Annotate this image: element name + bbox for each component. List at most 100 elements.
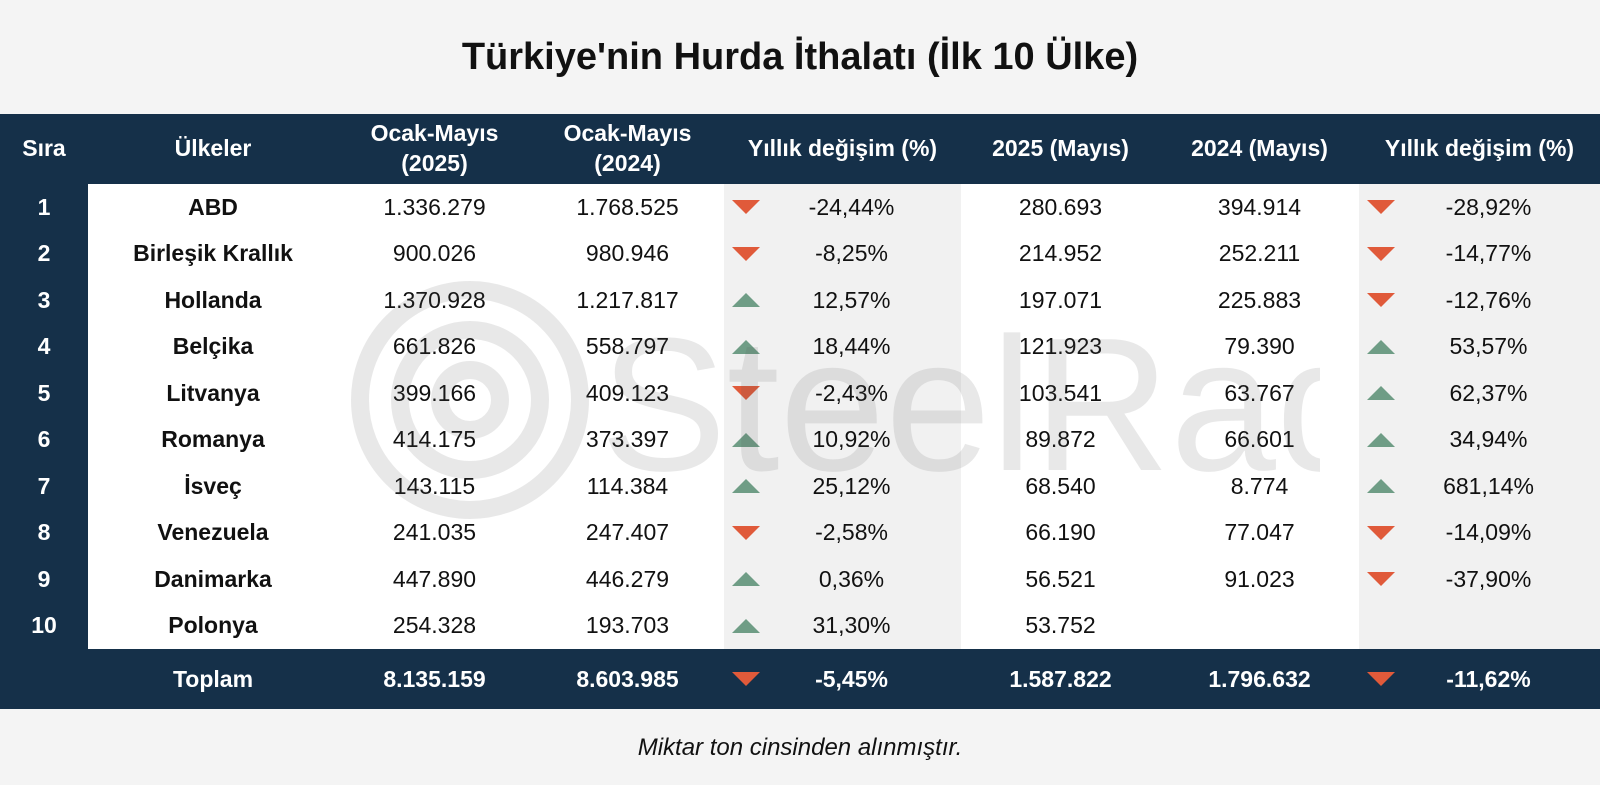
change-value: -14,09% xyxy=(1445,519,1532,546)
may-2025-cell: 197.071 xyxy=(961,277,1160,324)
ytd-2024-cell: 446.279 xyxy=(531,556,724,603)
ytd-change-cell: 18,44% xyxy=(724,323,961,370)
change-value: -12,76% xyxy=(1445,286,1532,313)
table-row: 10 Polonya 254.328 193.703 31,30% 53.752 xyxy=(0,602,1600,649)
ytd-change-cell: -2,58% xyxy=(724,509,961,556)
total-may-change: -11,62% xyxy=(1359,649,1600,709)
table-row: 5 Litvanya 399.166 409.123 -2,43% 103.541 63.7… xyxy=(0,370,1600,417)
triangle-down-icon xyxy=(732,386,760,401)
total-may-2025: 1.587.822 xyxy=(961,649,1160,709)
table-row: 2 Birleşik Krallık 900.026 980.946 -8,25% 214… xyxy=(0,230,1600,277)
rank-cell: 8 xyxy=(0,509,88,556)
change-value: -14,77% xyxy=(1445,240,1532,267)
ytd-2025-cell: 254.328 xyxy=(338,602,531,649)
ytd-2025-cell: 143.115 xyxy=(338,463,531,510)
triangle-up-icon xyxy=(1367,386,1395,401)
triangle-up-icon xyxy=(1367,339,1395,354)
ytd-2024-cell: 193.703 xyxy=(531,602,724,649)
change-value: 12,57% xyxy=(812,286,891,313)
ytd-2025-cell: 661.826 xyxy=(338,323,531,370)
may-2024-cell: 66.601 xyxy=(1160,416,1359,463)
triangle-down-icon xyxy=(1367,200,1395,215)
change-value: -2,58% xyxy=(815,519,888,546)
country-cell: Danimarka xyxy=(88,556,338,603)
rank-cell: 5 xyxy=(0,370,88,417)
rank-cell: 2 xyxy=(0,230,88,277)
total-label: Toplam xyxy=(88,649,338,709)
header-country: Ülkeler xyxy=(88,114,338,184)
header-ytd-change: Yıllık değişim (%) xyxy=(724,114,961,184)
change-value: 31,30% xyxy=(812,612,891,639)
change-value: 10,92% xyxy=(812,426,891,453)
country-cell: Polonya xyxy=(88,602,338,649)
ytd-change-cell: 31,30% xyxy=(724,602,961,649)
ytd-change-cell: 10,92% xyxy=(724,416,961,463)
may-2024-cell: 91.023 xyxy=(1160,556,1359,603)
rank-cell: 7 xyxy=(0,463,88,510)
rank-cell: 3 xyxy=(0,277,88,324)
ytd-change-cell: 12,57% xyxy=(724,277,961,324)
change-value: 0,36% xyxy=(818,565,885,592)
triangle-down-icon xyxy=(732,525,760,540)
change-value: 62,37% xyxy=(1449,379,1528,406)
ytd-2025-cell: 447.890 xyxy=(338,556,531,603)
change-value: 53,57% xyxy=(1449,333,1528,360)
triangle-up-icon xyxy=(1367,432,1395,447)
country-cell: Litvanya xyxy=(88,370,338,417)
table-row: 9 Danimarka 447.890 446.279 0,36% 56.521 91.02… xyxy=(0,556,1600,603)
ytd-2024-cell: 409.123 xyxy=(531,370,724,417)
triangle-up-icon xyxy=(732,339,760,354)
total-ytd-change: -5,45% xyxy=(724,649,961,709)
ytd-change-cell: 25,12% xyxy=(724,463,961,510)
may-2025-cell: 280.693 xyxy=(961,184,1160,231)
may-2024-cell: 394.914 xyxy=(1160,184,1359,231)
country-cell: Hollanda xyxy=(88,277,338,324)
triangle-up-icon xyxy=(732,618,760,633)
total-ytd-2025: 8.135.159 xyxy=(338,649,531,709)
total-may-2024: 1.796.632 xyxy=(1160,649,1359,709)
table-row: 3 Hollanda 1.370.928 1.217.817 12,57% 197.071… xyxy=(0,277,1600,324)
header-may-change: Yıllık değişim (%) xyxy=(1359,114,1600,184)
may-2024-cell: 79.390 xyxy=(1160,323,1359,370)
country-cell: İsveç xyxy=(88,463,338,510)
may-2025-cell: 214.952 xyxy=(961,230,1160,277)
change-value: 681,14% xyxy=(1443,472,1534,499)
country-cell: Romanya xyxy=(88,416,338,463)
may-2024-cell: 252.211 xyxy=(1160,230,1359,277)
may-2025-cell: 89.872 xyxy=(961,416,1160,463)
country-cell: Belçika xyxy=(88,323,338,370)
triangle-down-icon xyxy=(1367,525,1395,540)
triangle-down-icon xyxy=(732,672,760,686)
may-change-cell: -28,92% xyxy=(1359,184,1600,231)
ytd-2024-cell: 1.217.817 xyxy=(531,277,724,324)
triangle-up-icon xyxy=(732,479,760,494)
total-may-change-value: -11,62% xyxy=(1446,665,1531,692)
may-2024-cell: 8.774 xyxy=(1160,463,1359,510)
header-rank: Sıra xyxy=(0,114,88,184)
change-value: -37,90% xyxy=(1445,565,1532,592)
total-row: Toplam 8.135.159 8.603.985 -5,45% 1.587.… xyxy=(0,649,1600,709)
country-cell: Birleşik Krallık xyxy=(88,230,338,277)
ytd-2025-cell: 241.035 xyxy=(338,509,531,556)
change-value: -2,43% xyxy=(815,379,888,406)
may-2025-cell: 53.752 xyxy=(961,602,1160,649)
change-value: 34,94% xyxy=(1449,426,1528,453)
ytd-change-cell: -8,25% xyxy=(724,230,961,277)
triangle-down-icon xyxy=(1367,672,1395,686)
may-change-cell: -37,90% xyxy=(1359,556,1600,603)
table-row: 6 Romanya 414.175 373.397 10,92% 89.872 66.601… xyxy=(0,416,1600,463)
table-row: 8 Venezuela 241.035 247.407 -2,58% 66.190 77.0… xyxy=(0,509,1600,556)
ytd-2025-cell: 414.175 xyxy=(338,416,531,463)
table-body: 1 ABD 1.336.279 1.768.525 -24,44% 280.693 394.… xyxy=(0,184,1600,649)
triangle-up-icon xyxy=(1367,479,1395,494)
table-row: 4 Belçika 661.826 558.797 18,44% 121.923 79.39… xyxy=(0,323,1600,370)
triangle-down-icon xyxy=(732,200,760,215)
import-table: Sıra Ülkeler Ocak-Mayıs (2025) Ocak-Mayı… xyxy=(0,114,1600,709)
ytd-2024-cell: 247.407 xyxy=(531,509,724,556)
may-change-cell: 681,14% xyxy=(1359,463,1600,510)
triangle-down-icon xyxy=(1367,246,1395,261)
triangle-up-icon xyxy=(732,432,760,447)
change-value: -28,92% xyxy=(1445,193,1532,220)
may-2024-cell: 225.883 xyxy=(1160,277,1359,324)
ytd-2024-cell: 980.946 xyxy=(531,230,724,277)
